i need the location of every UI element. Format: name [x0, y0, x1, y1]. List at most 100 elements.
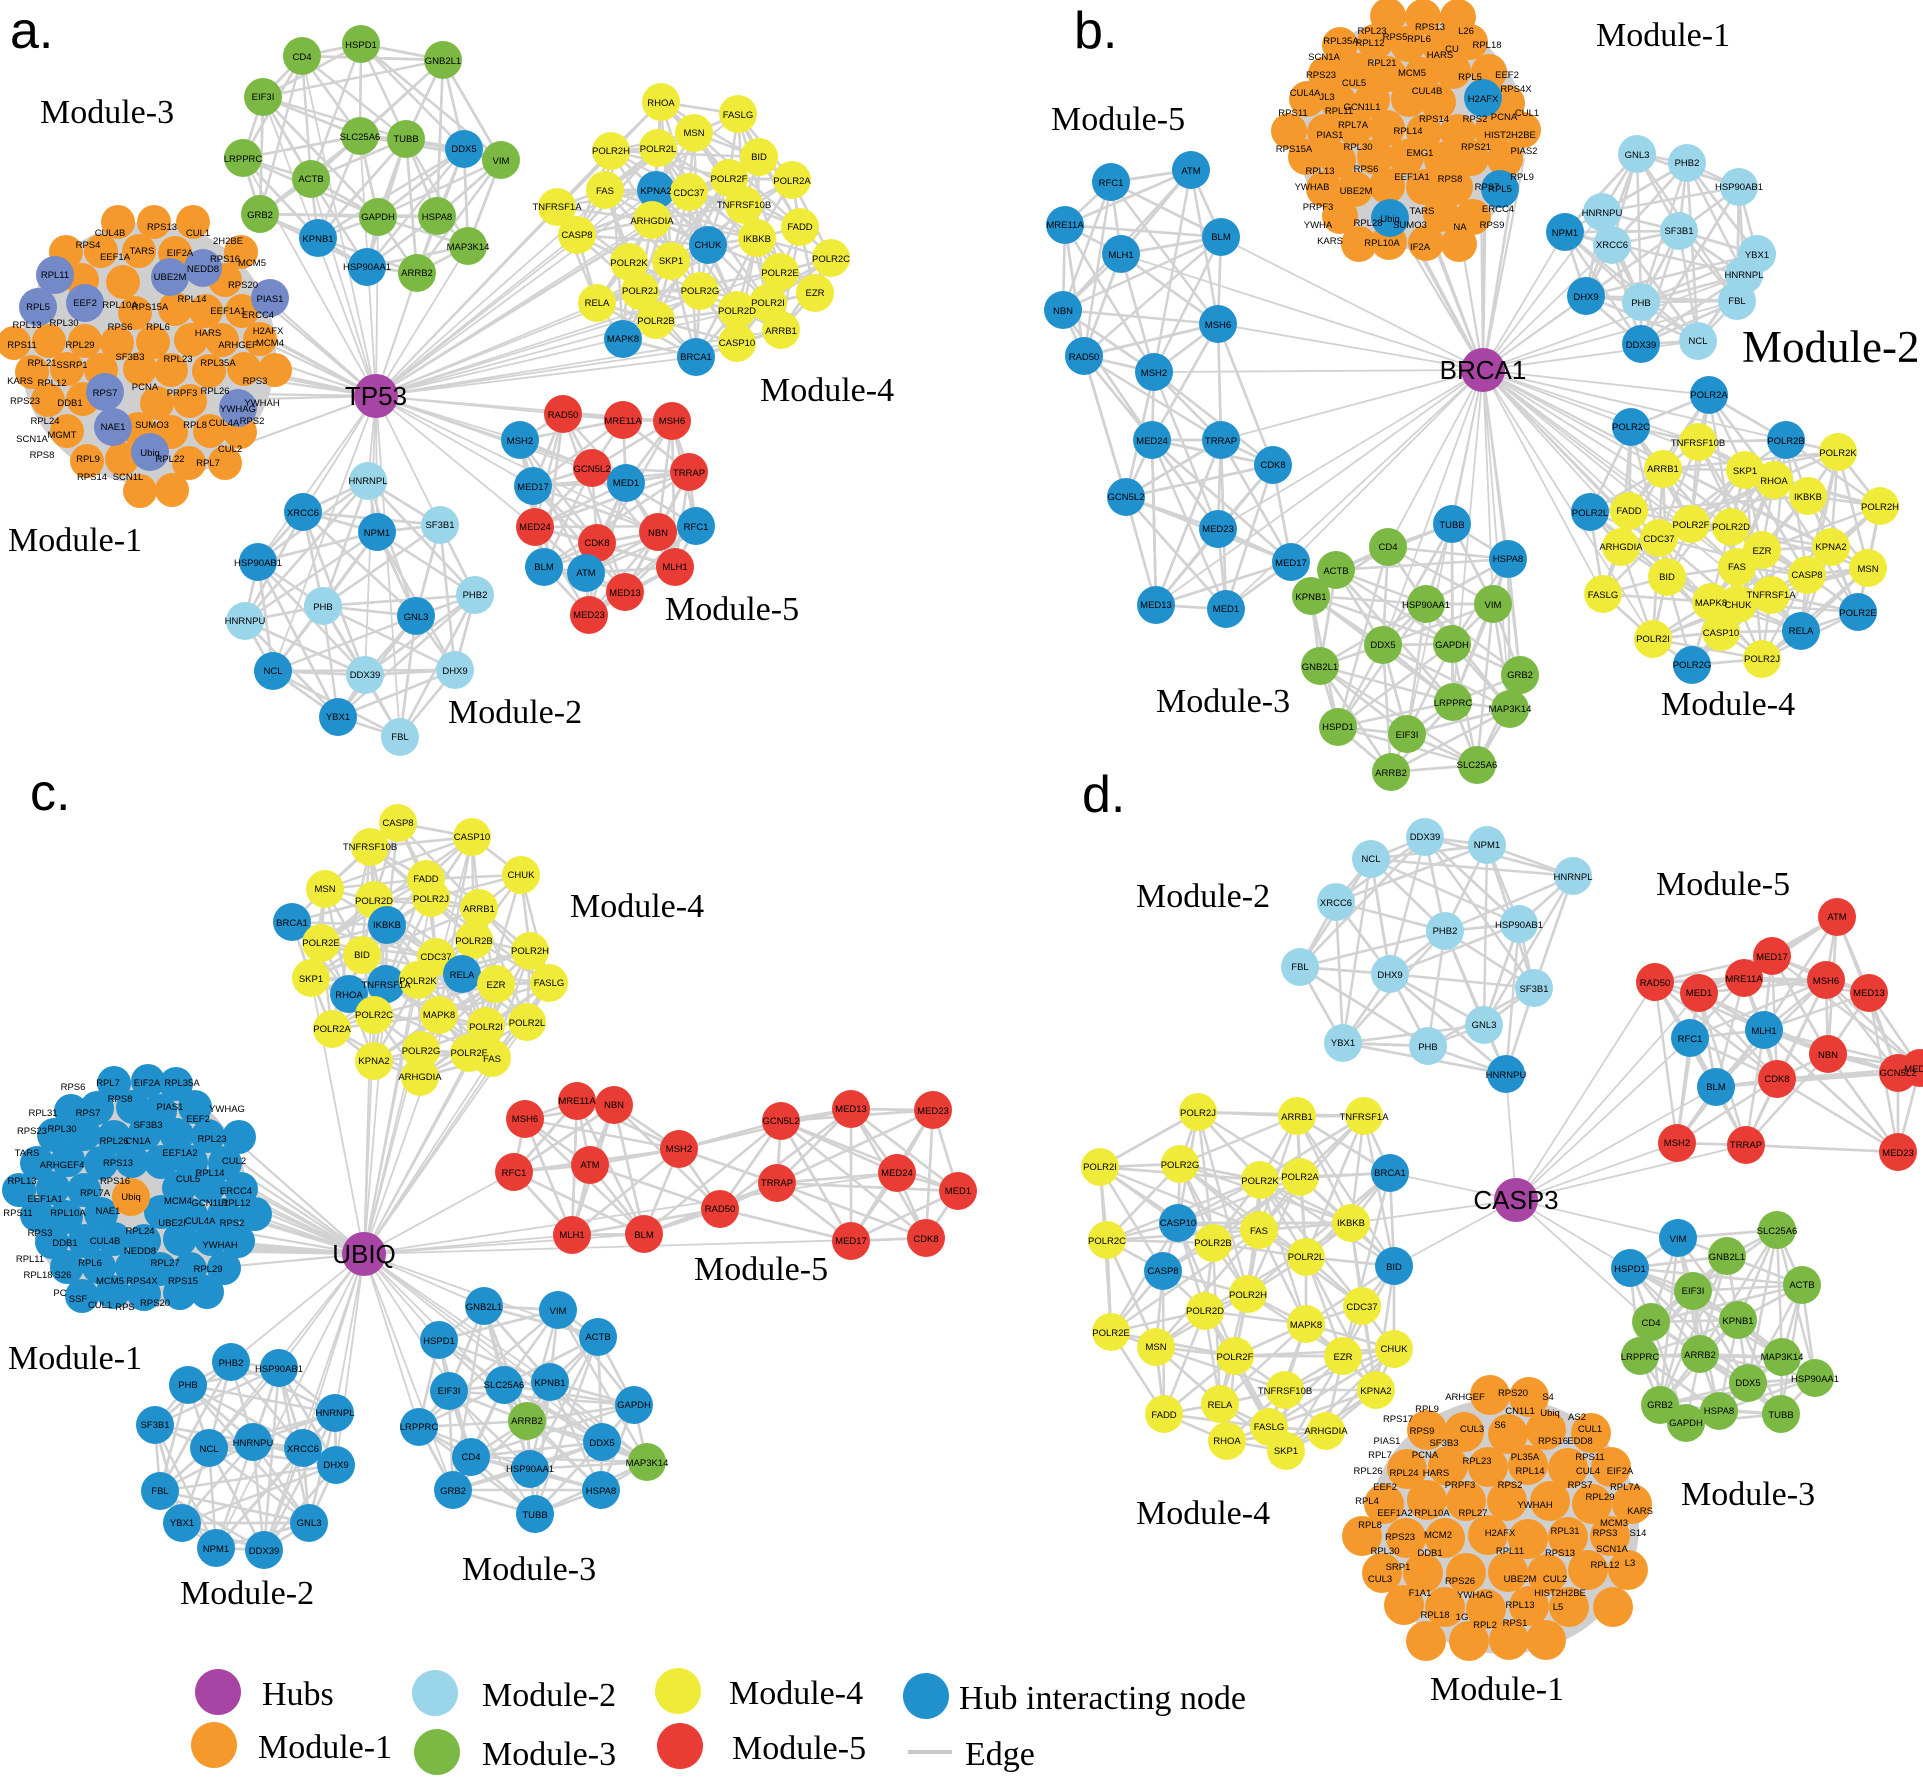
svg-text:POLR2G: POLR2G — [402, 1046, 441, 1057]
svg-text:CUL3: CUL3 — [1368, 1574, 1392, 1585]
svg-text:RFC1: RFC1 — [502, 1168, 527, 1179]
svg-text:MSN: MSN — [314, 884, 335, 895]
svg-text:MSH2: MSH2 — [507, 436, 533, 447]
svg-text:MAP3K14: MAP3K14 — [447, 242, 490, 253]
svg-text:UBE2M: UBE2M — [1504, 1574, 1537, 1585]
svg-text:Module-4: Module-4 — [760, 372, 894, 409]
svg-text:MSH2: MSH2 — [666, 1144, 692, 1155]
svg-text:POLR2A: POLR2A — [1690, 390, 1728, 401]
svg-text:SLC25A6: SLC25A6 — [1457, 760, 1498, 771]
svg-text:DDX5: DDX5 — [589, 1438, 614, 1449]
svg-text:KPNA2: KPNA2 — [358, 1056, 389, 1067]
svg-text:ARRB2: ARRB2 — [1684, 1350, 1716, 1361]
svg-text:Module-4: Module-4 — [729, 1675, 863, 1712]
svg-text:HNRNPL: HNRNPL — [1553, 872, 1592, 883]
svg-text:DDB1: DDB1 — [1417, 1548, 1442, 1559]
svg-text:Module-2: Module-2 — [448, 694, 582, 731]
svg-text:ARHGEF4: ARHGEF4 — [40, 1160, 85, 1171]
svg-text:MAP3K14: MAP3K14 — [1489, 704, 1532, 715]
svg-text:YWHA: YWHA — [1304, 220, 1333, 231]
svg-text:S26: S26 — [55, 1270, 72, 1281]
svg-text:EZR: EZR — [487, 980, 506, 991]
svg-text:KPNA2: KPNA2 — [1815, 542, 1846, 553]
svg-text:POLR2H: POLR2H — [511, 946, 549, 957]
svg-text:RPS20: RPS20 — [140, 1298, 170, 1309]
svg-text:DDX39: DDX39 — [350, 670, 381, 681]
svg-text:PIAS1: PIAS1 — [1374, 1436, 1401, 1447]
svg-text:RPL12: RPL12 — [221, 1198, 250, 1209]
svg-text:POLR2D: POLR2D — [1186, 1306, 1224, 1317]
svg-text:CD4: CD4 — [1641, 1318, 1660, 1329]
svg-text:MCM5: MCM5 — [1398, 68, 1426, 79]
svg-text:RPS15A: RPS15A — [132, 302, 169, 313]
svg-text:POLR2L: POLR2L — [640, 144, 676, 155]
svg-text:RPL18: RPL18 — [23, 1270, 52, 1281]
svg-text:RPS4X: RPS4X — [1500, 84, 1532, 95]
svg-text:TUBB: TUBB — [1768, 1410, 1793, 1421]
svg-text:CUL5: CUL5 — [1342, 78, 1366, 89]
svg-text:POLR2H: POLR2H — [1229, 1290, 1267, 1301]
svg-text:HNRNPL: HNRNPL — [315, 1408, 354, 1419]
svg-text:TNFRSF1A: TNFRSF1A — [361, 980, 411, 991]
svg-text:RPS2: RPS2 — [1498, 1480, 1523, 1491]
svg-text:MLH1: MLH1 — [662, 562, 687, 573]
svg-text:RPL10A: RPL10A — [50, 1208, 86, 1219]
svg-text:RPL11: RPL11 — [16, 1254, 44, 1265]
svg-text:ARHGEF: ARHGEF — [1445, 1392, 1485, 1403]
svg-text:RPS8: RPS8 — [30, 450, 55, 461]
svg-text:RPL9: RPL9 — [1415, 1404, 1439, 1415]
svg-text:HIST2H2BE: HIST2H2BE — [1484, 130, 1536, 141]
svg-text:DDB1: DDB1 — [52, 1238, 77, 1249]
svg-text:MSH6: MSH6 — [1813, 976, 1839, 987]
svg-text:c.: c. — [30, 764, 70, 822]
svg-text:EEF2: EEF2 — [1495, 70, 1519, 81]
svg-text:PIAS1: PIAS1 — [157, 1102, 184, 1113]
svg-text:Module-3: Module-3 — [40, 94, 174, 131]
svg-text:MED1: MED1 — [945, 1186, 971, 1197]
svg-text:MSH6: MSH6 — [1205, 320, 1231, 331]
svg-text:SUMO3: SUMO3 — [1393, 220, 1427, 231]
svg-text:CHUK: CHUK — [508, 870, 536, 881]
svg-text:EIF2A: EIF2A — [167, 248, 194, 259]
svg-text:RFC1: RFC1 — [1099, 178, 1124, 189]
svg-text:GCN5L2: GCN5L2 — [763, 1116, 800, 1127]
svg-text:NPM1: NPM1 — [1474, 840, 1500, 851]
svg-text:MAP3K14: MAP3K14 — [626, 1458, 669, 1469]
svg-text:ARHGDIA: ARHGDIA — [1304, 1426, 1348, 1437]
svg-text:RPL30: RPL30 — [1343, 142, 1372, 153]
svg-text:RPL30: RPL30 — [47, 1124, 76, 1135]
svg-text:RPS9: RPS9 — [1410, 1426, 1435, 1437]
svg-text:PRPF3: PRPF3 — [1445, 1480, 1476, 1491]
svg-text:POLR2I: POLR2I — [751, 298, 785, 309]
svg-text:RPL18: RPL18 — [1420, 1610, 1449, 1621]
svg-text:MSH6: MSH6 — [659, 416, 685, 427]
svg-text:GNL3: GNL3 — [1625, 150, 1650, 161]
svg-text:H2AFX: H2AFX — [1485, 1528, 1516, 1539]
svg-text:RPL6: RPL6 — [78, 1258, 102, 1269]
svg-text:PHB2: PHB2 — [463, 590, 488, 601]
svg-text:EEF1A1: EEF1A1 — [1394, 172, 1429, 183]
svg-text:KPNB1: KPNB1 — [302, 234, 333, 245]
svg-text:NPM1: NPM1 — [364, 528, 390, 539]
svg-text:RPL30: RPL30 — [49, 318, 78, 329]
svg-text:CDK8: CDK8 — [913, 1234, 938, 1245]
svg-text:RPS16: RPS16 — [210, 254, 240, 265]
svg-text:GRB2: GRB2 — [1647, 1400, 1673, 1411]
svg-text:DDX39: DDX39 — [1410, 832, 1441, 843]
svg-text:KPNA2: KPNA2 — [1360, 1386, 1391, 1397]
svg-text:VIM: VIM — [550, 1306, 567, 1317]
svg-text:SUMO3: SUMO3 — [135, 420, 169, 431]
svg-text:POLR2G: POLR2G — [681, 286, 720, 297]
svg-text:RPL13: RPL13 — [7, 1176, 36, 1187]
svg-text:DHX9: DHX9 — [323, 1460, 348, 1471]
svg-text:RPL24: RPL24 — [30, 416, 59, 427]
svg-text:Module-4: Module-4 — [570, 888, 704, 925]
svg-text:POLR2G: POLR2G — [1673, 660, 1712, 671]
svg-text:RAD50: RAD50 — [1069, 352, 1100, 363]
svg-text:DDX5: DDX5 — [451, 144, 476, 155]
svg-text:POLR2F: POLR2F — [451, 1048, 488, 1059]
svg-text:RPL26: RPL26 — [1353, 1466, 1382, 1477]
svg-text:POLR2E: POLR2E — [761, 268, 799, 279]
svg-text:Ubiq: Ubiq — [140, 448, 160, 459]
svg-text:ERCC4: ERCC4 — [242, 310, 274, 321]
